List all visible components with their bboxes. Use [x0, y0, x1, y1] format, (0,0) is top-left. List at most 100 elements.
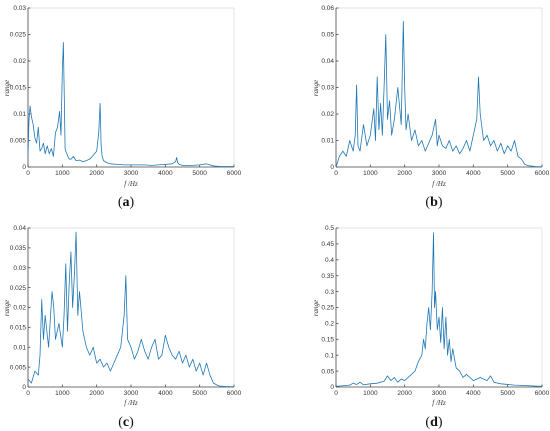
caption-open: (: [118, 195, 123, 210]
x-tick-label: 0: [334, 170, 338, 177]
y-tick-label: 0.005: [10, 138, 27, 145]
spectrum-line: [27, 231, 234, 387]
x-axis: 0 1000 2000 3000 4000 5000 6000: [26, 384, 242, 397]
x-axis: 0 1000 2000 3000 4000 5000 6000: [334, 384, 550, 397]
y-tick-label: 0.3: [325, 289, 334, 296]
spectrum-line: [335, 232, 543, 387]
y-tick-label: 0.03: [13, 265, 26, 272]
x-tick-label: 6000: [535, 170, 550, 177]
x-tick-label: 5000: [500, 170, 515, 177]
caption-close: ): [129, 415, 134, 430]
x-tick-label: 2000: [89, 390, 104, 397]
plot-frame: [27, 7, 235, 168]
y-tick-label: 0.02: [321, 111, 334, 118]
plot-frame: [335, 7, 543, 168]
y-axis: 0 0.005 0.01 0.015 0.02 0.025 0.03: [10, 5, 31, 171]
y-axis: 0 0.01 0.02 0.03 0.04 0.05 0.06: [321, 5, 339, 171]
y-tick-label: 0.05: [321, 32, 334, 39]
x-tick-label: 5000: [500, 390, 515, 397]
x-tick-label: 3000: [432, 170, 447, 177]
y-tick-label: 0.15: [321, 337, 334, 344]
panel-a: 0 0.005 0.01 0.015 0.02 0.025 0.03 0 1000 2000 30…: [3, 5, 242, 210]
x-tick-label: 3000: [124, 170, 139, 177]
y-tick-label: 0.005: [10, 364, 27, 371]
x-axis-label: f /Hz: [432, 399, 446, 407]
caption-close: ): [438, 415, 443, 430]
y-tick-label: 0.035: [10, 245, 27, 252]
y-axis-label: range: [312, 80, 320, 96]
y-tick-label: 0.06: [321, 5, 334, 12]
y-tick-label: 0.04: [321, 58, 334, 65]
x-axis: 0 1000 2000 3000 4000 5000 6000: [334, 164, 550, 177]
x-tick-label: 1000: [55, 390, 70, 397]
x-tick-label: 4000: [466, 390, 481, 397]
x-tick-label: 3000: [124, 390, 139, 397]
caption-open: (: [425, 415, 430, 430]
panel-caption: (b): [425, 195, 442, 210]
y-tick-label: 0.025: [10, 285, 27, 292]
x-tick-label: 1000: [55, 170, 70, 177]
y-tick-label: 0: [330, 384, 334, 391]
y-tick-label: 0.02: [13, 305, 26, 312]
x-tick-label: 0: [26, 390, 30, 397]
panel-caption: (c): [118, 415, 134, 430]
x-tick-label: 1000: [363, 390, 378, 397]
x-tick-label: 5000: [192, 390, 207, 397]
y-tick-label: 0.02: [13, 58, 26, 65]
plot-frame: [27, 227, 235, 388]
y-tick-label: 0.01: [321, 138, 334, 145]
caption-close: ): [130, 195, 135, 210]
panel-b: 0 0.01 0.02 0.03 0.04 0.05 0.06 0 1000 2000 3000 4…: [312, 5, 550, 210]
y-axis-label: range: [312, 300, 320, 316]
x-tick-label: 1000: [363, 170, 378, 177]
x-tick-label: 0: [334, 390, 338, 397]
y-tick-label: 0.5: [325, 225, 334, 232]
panel-caption: (d): [425, 415, 442, 430]
y-tick-label: 0.2: [325, 321, 334, 328]
y-tick-label: 0.25: [321, 305, 334, 312]
plot-frame: [335, 227, 543, 388]
caption-letter: b: [430, 195, 438, 210]
x-tick-label: 2000: [89, 170, 104, 177]
x-axis-label: f /Hz: [124, 180, 138, 188]
y-tick-label: 0.015: [10, 85, 27, 92]
x-tick-label: 4000: [466, 170, 481, 177]
panel-c: 0 0.005 0.01 0.015 0.02 0.025 0.03 0.035 0.04 0 1…: [3, 225, 242, 430]
caption-letter: a: [123, 195, 130, 210]
spectrum-line: [335, 20, 543, 168]
y-tick-label: 0.01: [13, 111, 26, 118]
y-tick-label: 0.04: [13, 225, 26, 232]
y-axis-label: range: [3, 300, 11, 316]
x-tick-label: 6000: [535, 390, 550, 397]
x-tick-label: 6000: [227, 390, 242, 397]
spectrum-line: [27, 42, 234, 167]
panel-d: 0 0.05 0.1 0.15 0.2 0.25 0.3 0.35 0.4 0.45 0.5 0 10…: [312, 225, 550, 430]
caption-open: (: [425, 195, 430, 210]
x-axis: 0 1000 2000 3000 4000 5000 6000: [26, 164, 242, 177]
x-tick-label: 6000: [227, 170, 242, 177]
y-axis: 0 0.05 0.1 0.15 0.2 0.25 0.3 0.35 0.4 0.45 0.5: [321, 225, 339, 391]
panel-caption: (a): [118, 195, 135, 210]
y-tick-label: 0: [22, 164, 26, 171]
x-tick-label: 2000: [397, 390, 412, 397]
caption-letter: c: [123, 415, 129, 430]
y-tick-label: 0.45: [321, 241, 334, 248]
y-tick-label: 0.4: [325, 257, 334, 264]
y-tick-label: 0.025: [10, 32, 27, 39]
y-tick-label: 0.01: [13, 344, 26, 351]
x-axis-label: f /Hz: [124, 399, 138, 407]
x-tick-label: 0: [26, 170, 30, 177]
y-axis-label: range: [3, 80, 11, 96]
y-tick-label: 0.03: [13, 5, 26, 12]
y-tick-label: 0.03: [321, 85, 334, 92]
x-tick-label: 4000: [158, 390, 173, 397]
y-tick-label: 0: [330, 164, 334, 171]
x-tick-label: 2000: [397, 170, 412, 177]
x-tick-label: 3000: [432, 390, 447, 397]
y-tick-label: 0: [22, 384, 26, 391]
x-axis-label: f /Hz: [432, 180, 446, 188]
caption-close: ): [438, 195, 443, 210]
x-tick-label: 4000: [158, 170, 173, 177]
y-tick-label: 0.05: [321, 368, 334, 375]
